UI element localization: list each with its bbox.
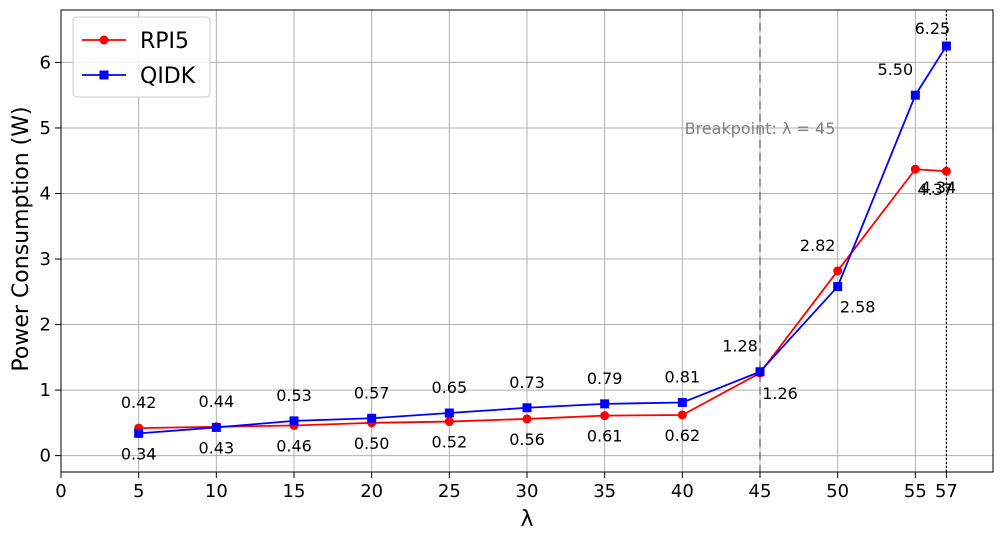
qidk-data-label: 0.65 — [432, 378, 468, 397]
y-axis-title: Power Consumption (W) — [9, 106, 34, 371]
qidk-point — [833, 282, 843, 292]
rpi5-data-label: 0.62 — [665, 426, 701, 445]
qidk-point — [755, 367, 765, 377]
qidk-data-label: 1.28 — [722, 337, 758, 356]
legend: RPI5 QIDK — [72, 16, 211, 98]
qidk-point — [910, 90, 920, 100]
rpi5-point — [941, 166, 951, 176]
qidk-point — [367, 413, 377, 423]
annotations: Breakpoint: λ = 45 — [685, 119, 836, 138]
rpi5-point — [833, 266, 843, 276]
grid — [60, 10, 993, 472]
x-tick-label: 15 — [283, 481, 306, 502]
qidk-data-label: 0.53 — [276, 386, 312, 405]
x-tick-label: 35 — [593, 481, 616, 502]
rpi5-point — [522, 414, 532, 424]
x-tick-label: 20 — [360, 481, 383, 502]
qidk-point — [677, 398, 687, 408]
rpi5-data-label: 1.26 — [762, 384, 798, 403]
rpi5-point — [444, 417, 454, 427]
qidk-point — [211, 422, 221, 432]
x-tick-label: 30 — [516, 481, 539, 502]
y-axis-ticks: 0 1 2 3 4 5 6 — [40, 52, 61, 467]
y-tick-label: 1 — [40, 380, 51, 401]
x-tick-label: 57 — [935, 481, 958, 502]
y-tick-label: 4 — [40, 183, 51, 204]
x-tick-label: 5 — [133, 481, 144, 502]
rpi5-data-label: 0.44 — [199, 392, 235, 411]
qidk-data-label: 0.81 — [665, 368, 701, 387]
breakpoint-annotation: Breakpoint: λ = 45 — [685, 119, 836, 138]
legend-rpi5-marker — [99, 35, 109, 45]
y-tick-label: 6 — [40, 52, 51, 73]
x-tick-label: 10 — [205, 481, 228, 502]
data-labels: 0.42 0.34 0.44 0.43 0.53 0.46 0.57 0.50 0.65 0.52… — [121, 19, 956, 463]
qidk-point — [522, 403, 532, 413]
vertical-lines — [759, 10, 948, 472]
x-tick-label: 0 — [55, 481, 66, 502]
qidk-line — [138, 45, 948, 435]
legend-rpi5-label: RPI5 — [140, 29, 189, 54]
qidk-data-label: 6.25 — [915, 19, 951, 38]
qidk-point — [444, 408, 454, 418]
rpi5-data-label: 0.42 — [121, 393, 157, 412]
x-tick-label: 45 — [749, 481, 772, 502]
y-tick-label: 5 — [40, 118, 51, 139]
rpi5-point — [677, 410, 687, 420]
rpi5-data-label: 0.50 — [354, 434, 390, 453]
rpi5-point — [600, 411, 610, 421]
rpi5-data-label: 0.61 — [587, 427, 623, 446]
legend-qidk-marker — [99, 70, 109, 80]
rpi5-data-label: 0.46 — [276, 436, 312, 455]
qidk-point — [600, 399, 610, 409]
qidk-point — [941, 41, 951, 51]
x-tick-label: 25 — [438, 481, 461, 502]
x-tick-label: 40 — [671, 481, 694, 502]
rpi5-point — [910, 164, 920, 174]
rpi5-data-label: 4.34 — [921, 178, 957, 197]
x-axis-ticks: 0 5 10 15 20 25 30 35 40 45 50 55 57 — [55, 472, 958, 502]
x-tick-label: 55 — [904, 481, 927, 502]
qidk-point — [289, 416, 299, 426]
y-tick-label: 0 — [40, 446, 51, 467]
y-tick-label: 2 — [40, 315, 51, 336]
rpi5-data-label: 0.56 — [509, 430, 545, 449]
qidk-data-label: 0.73 — [509, 373, 545, 392]
qidk-data-label: 0.79 — [587, 369, 623, 388]
qidk-point — [134, 428, 144, 438]
series-lines — [134, 41, 951, 438]
qidk-data-label: 5.50 — [878, 60, 914, 79]
rpi5-data-label: 4.37 — [918, 180, 954, 199]
qidk-data-label: 0.43 — [199, 438, 235, 457]
x-tick-label: 50 — [826, 481, 849, 502]
qidk-data-label: 0.57 — [354, 383, 390, 402]
qidk-data-label: 2.58 — [840, 298, 876, 317]
y-tick-label: 3 — [40, 249, 51, 270]
legend-qidk-label: QIDK — [140, 64, 196, 89]
rpi5-data-label: 2.82 — [800, 236, 836, 255]
x-axis-title: λ — [520, 507, 533, 532]
rpi5-data-label: 0.52 — [432, 433, 468, 452]
qidk-data-label: 0.34 — [121, 444, 157, 463]
